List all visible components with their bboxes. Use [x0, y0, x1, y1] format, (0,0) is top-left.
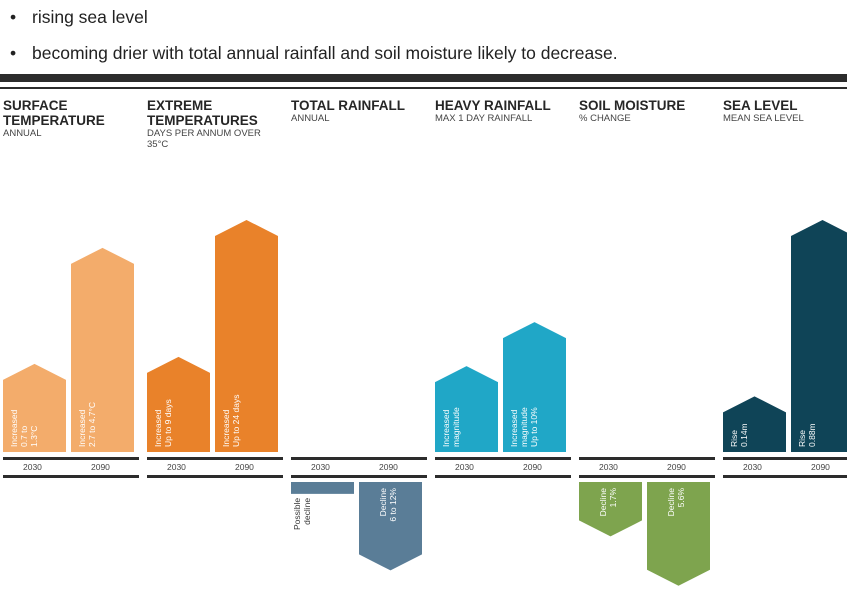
bullet-text: rising sea level — [32, 7, 148, 27]
panel-title: SEA LEVEL — [723, 98, 798, 113]
axis-line-top-sea-level — [723, 457, 847, 460]
data-label-total-rainfall-2090: Decline6 to 12% — [378, 488, 398, 522]
axis-line-bottom-extreme-temperatures — [147, 475, 283, 478]
bar-soil-moisture-2090 — [647, 482, 710, 586]
tick-label-2030: 2030 — [23, 462, 42, 472]
panel-header-soil-moisture: SOIL MOISTURE % CHANGE — [579, 98, 715, 125]
panel-title: EXTREME TEMPERATURES — [147, 98, 258, 128]
data-label-heavy-rainfall-2090: IncreasedmagnitudeUp to 10% — [509, 407, 539, 447]
panel-header-surface-temperature: SURFACE TEMPERATURE ANNUAL — [3, 98, 139, 140]
header-band-thin — [0, 87, 847, 89]
data-label-soil-moisture-2090: Decline5.6% — [666, 488, 686, 517]
bar-heavy-rainfall-2030 — [435, 366, 498, 452]
bar-surface-temperature-2030 — [3, 363, 66, 452]
bar-surface-temperature-2090 — [71, 247, 134, 452]
panel-header-extreme-temperatures: EXTREME TEMPERATURES DAYS PER ANNUM OVER… — [147, 98, 283, 150]
data-label-surface-temperature-2090: Increased2.7 to 4.7°C — [77, 402, 97, 447]
data-label-extreme-temperatures-2090: IncreasedUp to 24 days — [221, 395, 241, 447]
bar-total-rainfall-2090 — [359, 482, 422, 571]
panel-subtitle: DAYS PER ANNUM OVER 35°C — [147, 128, 261, 150]
bullet-dot-icon: • — [10, 43, 17, 63]
bar-sea-level-2030 — [723, 396, 786, 452]
panel-header-heavy-rainfall: HEAVY RAINFALL MAX 1 DAY RAINFALL — [435, 98, 571, 125]
tick-label-2030: 2030 — [599, 462, 618, 472]
data-label-heavy-rainfall-2030: Increasedmagnitude — [441, 407, 461, 447]
data-label-extreme-temperatures-2030: IncreasedUp to 9 days — [153, 399, 173, 447]
panel-title: SURFACE TEMPERATURE — [3, 98, 105, 128]
bar-soil-moisture-2030 — [579, 482, 642, 537]
bar-extreme-temperatures-2030 — [147, 356, 210, 452]
axis-line-bottom-total-rainfall — [291, 475, 427, 478]
bar-total-rainfall-2030 — [291, 482, 354, 494]
panel-subtitle: ANNUAL — [3, 128, 42, 139]
panel-subtitle: ANNUAL — [291, 113, 330, 124]
panel-header-sea-level: SEA LEVEL MEAN SEA LEVEL — [723, 98, 847, 125]
tick-label-2090: 2090 — [235, 462, 254, 472]
bar-heavy-rainfall-2090 — [503, 322, 566, 452]
tick-label-2030: 2030 — [311, 462, 330, 472]
panel-subtitle: % CHANGE — [579, 113, 631, 124]
axis-line-top-extreme-temperatures — [147, 457, 283, 460]
axis-line-top-surface-temperature — [3, 457, 139, 460]
panel-subtitle: MEAN SEA LEVEL — [723, 113, 804, 124]
axis-line-top-total-rainfall — [291, 457, 427, 460]
tick-label-2090: 2090 — [667, 462, 686, 472]
tick-label-2090: 2090 — [523, 462, 542, 472]
tick-label-2030: 2030 — [167, 462, 186, 472]
axis-line-bottom-sea-level — [723, 475, 847, 478]
data-label-surface-temperature-2030: Increased0.7 to1.3°C — [9, 409, 39, 447]
panel-title: HEAVY RAINFALL — [435, 98, 551, 113]
panel-title: TOTAL RAINFALL — [291, 98, 405, 113]
bullet-text: becoming drier with total annual rainfal… — [32, 43, 618, 63]
panel-header-total-rainfall: TOTAL RAINFALL ANNUAL — [291, 98, 427, 125]
axis-line-top-soil-moisture — [579, 457, 715, 460]
axis-line-bottom-surface-temperature — [3, 475, 139, 478]
bar-extreme-temperatures-2090 — [215, 220, 278, 452]
tick-label-2090: 2090 — [379, 462, 398, 472]
bullet-dot-icon: • — [10, 7, 17, 27]
data-label-total-rainfall-2030: Possibledecline — [292, 498, 312, 530]
axis-line-bottom-heavy-rainfall — [435, 475, 571, 478]
header-band-thick — [0, 74, 847, 82]
panel-title: SOIL MOISTURE — [579, 98, 686, 113]
tick-label-2030: 2030 — [455, 462, 474, 472]
bar-sea-level-2090 — [791, 220, 847, 452]
bullet-becoming-drier: • becoming drier with total annual rainfa… — [10, 43, 618, 64]
panel-subtitle: MAX 1 DAY RAINFALL — [435, 113, 533, 124]
axis-line-bottom-soil-moisture — [579, 475, 715, 478]
axis-line-top-heavy-rainfall — [435, 457, 571, 460]
data-label-soil-moisture-2030: Decline1.7% — [598, 488, 618, 517]
tick-label-2090: 2090 — [811, 462, 830, 472]
data-label-sea-level-2090: Rise0.88m — [797, 423, 817, 447]
bullet-rising-sea-level: • rising sea level — [10, 7, 148, 28]
tick-label-2090: 2090 — [91, 462, 110, 472]
data-label-sea-level-2030: Rise0.14m — [729, 423, 749, 447]
tick-label-2030: 2030 — [743, 462, 762, 472]
